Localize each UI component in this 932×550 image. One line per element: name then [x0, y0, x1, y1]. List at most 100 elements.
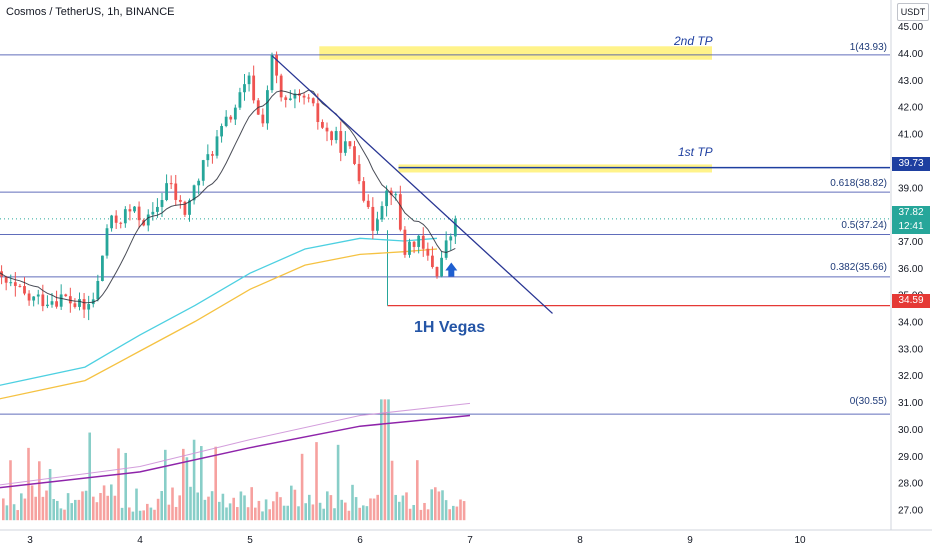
candle-body	[394, 194, 398, 196]
volume-bar	[225, 507, 228, 521]
candle-body	[192, 185, 196, 201]
volume-bar	[88, 432, 91, 521]
time-tick-label: 7	[467, 535, 473, 546]
candle-body	[261, 114, 265, 124]
volume-bar	[297, 506, 300, 521]
price-tick-label: 32.00	[898, 371, 923, 382]
volume-bar	[315, 442, 318, 521]
candle-body	[224, 116, 228, 127]
volume-bar	[113, 495, 117, 521]
volume-bar	[412, 505, 415, 521]
bar-countdown: 12:41	[898, 221, 924, 232]
candle-body	[105, 228, 109, 256]
volume-bar	[344, 502, 347, 521]
candle-body	[380, 206, 384, 220]
candle-body	[279, 75, 283, 98]
volume-bar	[423, 502, 426, 521]
candle-body	[403, 229, 407, 255]
candle-body	[316, 103, 320, 123]
volume-bar	[23, 498, 27, 521]
candle-body	[311, 98, 315, 104]
fib-label-0382: 0.382(35.66)	[830, 262, 887, 273]
volume-bar	[120, 507, 124, 521]
tp2-zone	[319, 46, 712, 60]
volume-bar	[142, 510, 145, 521]
volume-bar	[189, 486, 192, 521]
volume-ma-fast	[0, 402, 471, 486]
candle-body	[151, 211, 155, 215]
volume-bar	[333, 508, 336, 521]
candle-body	[64, 294, 68, 297]
candle-body	[27, 293, 31, 301]
candle-body	[238, 92, 242, 108]
candle-body	[142, 220, 146, 226]
candle-body	[288, 98, 292, 100]
volume-bar	[20, 493, 23, 521]
volume-bar	[387, 399, 390, 521]
volume-bar	[138, 510, 142, 521]
volume-bar	[160, 491, 163, 521]
volume-bar	[203, 499, 207, 521]
candle-body	[169, 183, 173, 185]
volume-bar	[56, 500, 59, 521]
volume-bar	[408, 508, 412, 521]
candle-body	[110, 215, 113, 229]
volume-bar	[84, 490, 88, 521]
volume-bar	[2, 498, 5, 521]
fib-label-0618: 0.618(38.82)	[830, 178, 887, 189]
volume-bar	[146, 503, 149, 521]
volume-bar	[74, 499, 77, 521]
volume-bar	[92, 496, 95, 521]
price-tick-label: 43.00	[898, 76, 923, 87]
volume-bar	[336, 444, 340, 521]
volume-bar	[232, 497, 235, 521]
volume-bar	[174, 506, 178, 521]
price-tick-label: 41.00	[898, 130, 923, 141]
price-tick-label: 37.00	[898, 237, 923, 248]
candle-body	[353, 146, 356, 164]
volume-bar	[257, 500, 261, 521]
price-tick-label: 44.00	[898, 49, 923, 60]
volume-bar	[196, 492, 199, 521]
price-tick-label: 34.00	[898, 318, 923, 329]
candle-body	[119, 222, 123, 224]
price-tick-label: 45.00	[898, 22, 923, 33]
candle-body	[293, 93, 297, 99]
candle-body	[417, 235, 421, 247]
candle-body	[421, 235, 425, 249]
volume-bar	[16, 510, 19, 521]
candle-body	[55, 301, 58, 307]
volume-bar	[167, 504, 171, 521]
candle-body	[243, 84, 246, 93]
downtrend-line	[271, 55, 553, 314]
candle-body	[435, 266, 439, 277]
candle-body	[178, 199, 182, 202]
candle-body	[275, 54, 278, 76]
volume-bar	[128, 507, 131, 521]
time-tick-label: 8	[577, 535, 583, 546]
candle-body	[87, 304, 91, 310]
candle-body	[440, 257, 443, 277]
candle-body	[376, 219, 379, 231]
volume-bar	[38, 461, 41, 521]
volume-bar	[293, 489, 297, 521]
volume-bar	[214, 446, 217, 521]
candle-body	[398, 194, 402, 230]
candle-body	[183, 201, 187, 215]
volume-bar	[110, 484, 113, 521]
candle-body	[371, 206, 375, 231]
price-tick-label: 42.00	[898, 103, 923, 114]
volume-bar	[390, 460, 394, 521]
candle-body	[23, 286, 26, 294]
volume-bar	[376, 494, 379, 521]
volume-bar	[444, 500, 448, 521]
volume-bar	[268, 509, 271, 521]
volume-bar	[30, 485, 34, 521]
time-tick-label: 5	[247, 535, 253, 546]
volume-bar	[401, 495, 405, 521]
volume-bar	[9, 460, 12, 521]
candle-body	[188, 200, 191, 215]
volume-bar	[362, 505, 365, 521]
currency-selector[interactable]: USDT	[897, 3, 929, 21]
